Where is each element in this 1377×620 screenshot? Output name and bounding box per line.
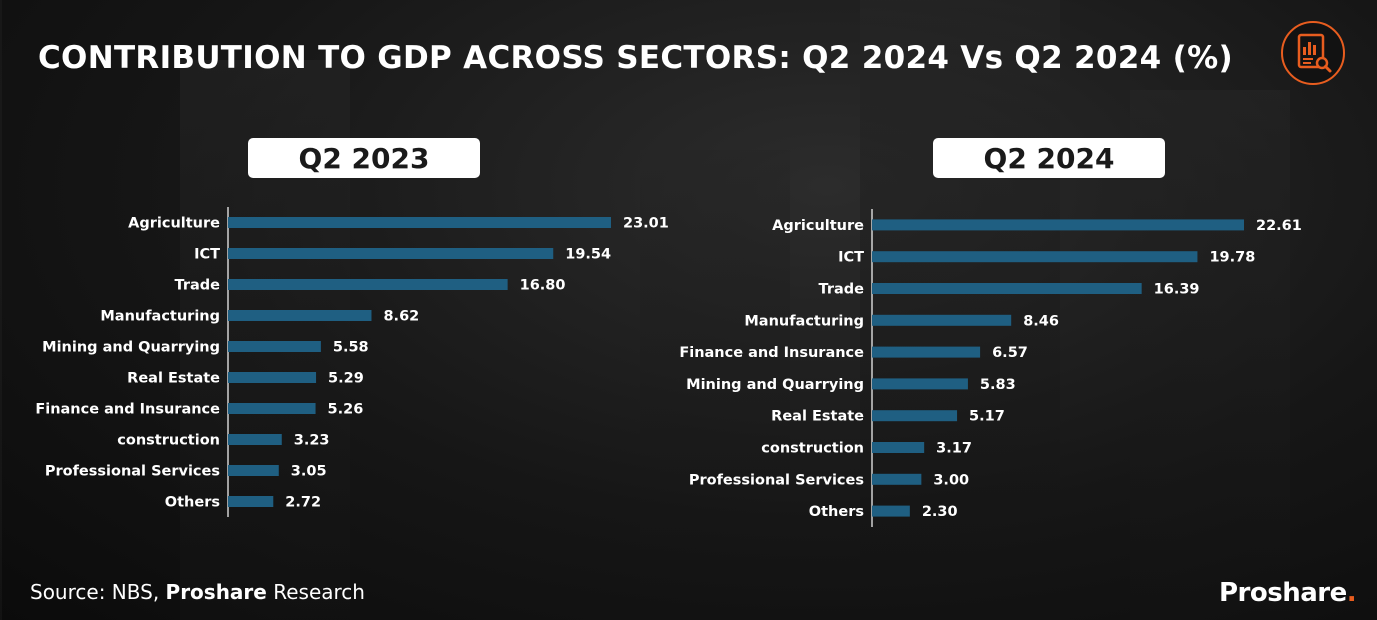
data-label: 5.17 xyxy=(969,409,1005,425)
bar xyxy=(228,403,316,414)
bar xyxy=(228,310,372,321)
source-suffix: Research xyxy=(266,580,365,604)
category-label: construction xyxy=(761,441,864,457)
category-label: Trade xyxy=(175,278,221,294)
bar xyxy=(228,248,554,259)
chart-title: CONTRIBUTION TO GDP ACROSS SECTORS: Q2 2… xyxy=(38,40,1233,76)
logo-dot: . xyxy=(1346,578,1357,608)
bar xyxy=(872,505,910,517)
data-label: 8.46 xyxy=(1023,313,1059,329)
category-label: Finance and Insurance xyxy=(35,402,220,418)
bar xyxy=(228,372,317,383)
category-label: Finance and Insurance xyxy=(679,345,864,361)
source-note: Source: NBS, Proshare Research xyxy=(30,580,365,604)
bar xyxy=(872,442,925,453)
data-label: 2.72 xyxy=(285,495,321,511)
data-label: 3.05 xyxy=(291,464,327,480)
data-label: 6.57 xyxy=(992,345,1028,361)
bar xyxy=(228,465,279,476)
category-label: Manufacturing xyxy=(100,309,220,325)
category-label: Agriculture xyxy=(128,216,220,232)
category-label: Mining and Quarrying xyxy=(686,377,864,393)
category-label: construction xyxy=(117,433,220,449)
data-label: 3.23 xyxy=(294,433,330,449)
bar xyxy=(228,496,274,507)
data-label: 16.80 xyxy=(520,278,566,294)
data-label: 8.62 xyxy=(383,309,419,325)
bar xyxy=(872,410,958,422)
category-label: Agriculture xyxy=(772,218,864,234)
category-label: Mining and Quarrying xyxy=(42,340,220,356)
data-label: 5.26 xyxy=(328,402,364,418)
data-label: 22.61 xyxy=(1256,218,1302,234)
data-label: 5.29 xyxy=(328,371,364,387)
bar xyxy=(872,251,1198,263)
bar xyxy=(872,283,1142,294)
data-label: 16.39 xyxy=(1154,282,1200,298)
bar-chart-q2-2023: Agriculture 23.01 ICT 19.54 Trade 16.80 Manufa… xyxy=(35,207,669,517)
bar xyxy=(872,314,1012,326)
bar xyxy=(872,219,1244,231)
bar xyxy=(228,341,321,352)
panel-label-q2-2024: Q2 2024 xyxy=(933,138,1165,178)
bar-chart-q2-2024: Agriculture 22.61 ICT 19.78 Trade 16.39 Manufa… xyxy=(679,209,1302,527)
data-label: 23.01 xyxy=(623,216,669,232)
logo-text: Proshare xyxy=(1219,578,1347,608)
category-label: Trade xyxy=(819,282,865,298)
data-label: 19.78 xyxy=(1209,250,1255,266)
bar xyxy=(228,279,508,290)
bar xyxy=(872,378,968,390)
data-label: 5.83 xyxy=(980,377,1016,393)
category-label: Real Estate xyxy=(127,371,220,387)
data-label: 3.00 xyxy=(933,472,969,488)
data-label: 19.54 xyxy=(565,247,611,263)
category-label: Real Estate xyxy=(771,409,864,425)
report-chart-magnifier-icon xyxy=(1281,21,1345,85)
data-label: 5.58 xyxy=(333,340,369,356)
bar xyxy=(228,217,611,228)
panel-label-q2-2023: Q2 2023 xyxy=(248,138,480,178)
source-prefix: Source: NBS, xyxy=(30,580,166,604)
data-label: 3.17 xyxy=(936,441,972,457)
category-label: Others xyxy=(809,504,864,520)
bar xyxy=(872,346,981,358)
category-label: Professional Services xyxy=(45,464,220,480)
bar xyxy=(872,473,922,485)
proshare-logo: Proshare. xyxy=(1219,578,1357,608)
data-label: 2.30 xyxy=(922,504,958,520)
category-label: Professional Services xyxy=(689,472,864,488)
category-label: ICT xyxy=(838,250,864,266)
category-label: Others xyxy=(165,495,220,511)
source-bold: Proshare xyxy=(165,580,267,604)
bar xyxy=(228,434,282,445)
category-label: Manufacturing xyxy=(744,313,864,329)
category-label: ICT xyxy=(194,247,220,263)
